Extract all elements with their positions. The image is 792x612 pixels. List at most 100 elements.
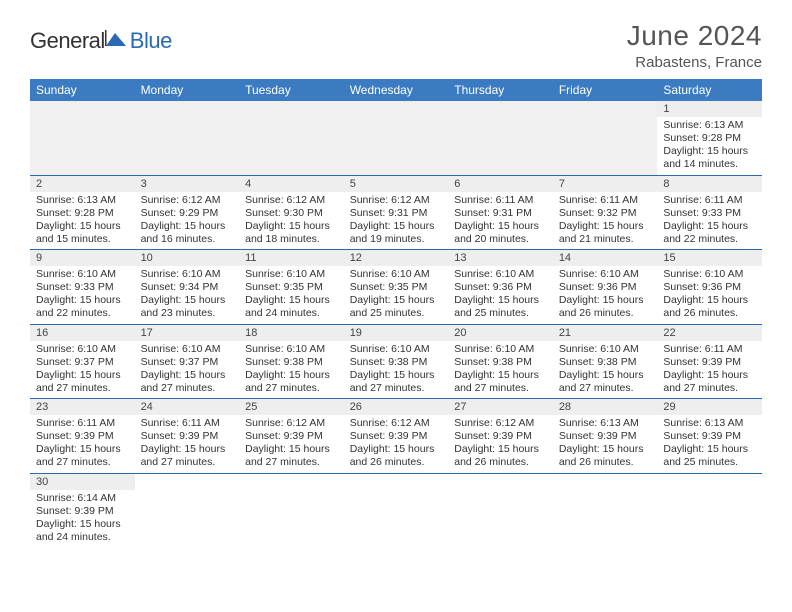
daylight-line: Daylight: 15 hours and 15 minutes.: [36, 220, 129, 246]
daylight-line: Daylight: 15 hours and 27 minutes.: [36, 369, 129, 395]
calendar-cell: [553, 473, 658, 547]
calendar-cell: 30Sunrise: 6:14 AMSunset: 9:39 PMDayligh…: [30, 473, 135, 547]
calendar-cell: 25Sunrise: 6:12 AMSunset: 9:39 PMDayligh…: [239, 399, 344, 474]
calendar-cell: 10Sunrise: 6:10 AMSunset: 9:34 PMDayligh…: [135, 250, 240, 325]
calendar-cell: 11Sunrise: 6:10 AMSunset: 9:35 PMDayligh…: [239, 250, 344, 325]
sunrise-line: Sunrise: 6:11 AM: [36, 417, 129, 430]
calendar-cell: [448, 101, 553, 175]
col-sunday: Sunday: [30, 79, 135, 101]
day-number: 21: [553, 325, 658, 341]
sunrise-line: Sunrise: 6:10 AM: [36, 343, 129, 356]
daylight-line: Daylight: 15 hours and 26 minutes.: [559, 443, 652, 469]
day-number: 5: [344, 176, 449, 192]
calendar-cell: 24Sunrise: 6:11 AMSunset: 9:39 PMDayligh…: [135, 399, 240, 474]
sunset-line: Sunset: 9:39 PM: [36, 430, 129, 443]
sunset-line: Sunset: 9:39 PM: [663, 430, 756, 443]
daylight-line: Daylight: 15 hours and 26 minutes.: [454, 443, 547, 469]
location: Rabastens, France: [627, 54, 762, 71]
calendar-cell: [239, 473, 344, 547]
sunrise-line: Sunrise: 6:12 AM: [350, 417, 443, 430]
sunset-line: Sunset: 9:31 PM: [454, 207, 547, 220]
sunrise-line: Sunrise: 6:10 AM: [663, 268, 756, 281]
calendar-cell: [553, 101, 658, 175]
sunset-line: Sunset: 9:29 PM: [141, 207, 234, 220]
daylight-line: Daylight: 15 hours and 25 minutes.: [454, 294, 547, 320]
calendar-cell: 23Sunrise: 6:11 AMSunset: 9:39 PMDayligh…: [30, 399, 135, 474]
calendar-row: 16Sunrise: 6:10 AMSunset: 9:37 PMDayligh…: [30, 324, 762, 399]
day-number: 13: [448, 250, 553, 266]
calendar-cell: 8Sunrise: 6:11 AMSunset: 9:33 PMDaylight…: [657, 175, 762, 250]
sunset-line: Sunset: 9:33 PM: [663, 207, 756, 220]
sunset-line: Sunset: 9:39 PM: [36, 505, 129, 518]
sunset-line: Sunset: 9:32 PM: [559, 207, 652, 220]
day-number: 11: [239, 250, 344, 266]
calendar-cell: [135, 473, 240, 547]
calendar-cell: 5Sunrise: 6:12 AMSunset: 9:31 PMDaylight…: [344, 175, 449, 250]
sunrise-line: Sunrise: 6:11 AM: [559, 194, 652, 207]
sunset-line: Sunset: 9:35 PM: [350, 281, 443, 294]
sunrise-line: Sunrise: 6:11 AM: [141, 417, 234, 430]
col-tuesday: Tuesday: [239, 79, 344, 101]
col-friday: Friday: [553, 79, 658, 101]
daylight-line: Daylight: 15 hours and 19 minutes.: [350, 220, 443, 246]
calendar-cell: 7Sunrise: 6:11 AMSunset: 9:32 PMDaylight…: [553, 175, 658, 250]
calendar-cell: 6Sunrise: 6:11 AMSunset: 9:31 PMDaylight…: [448, 175, 553, 250]
daylight-line: Daylight: 15 hours and 27 minutes.: [663, 369, 756, 395]
sunrise-line: Sunrise: 6:14 AM: [36, 492, 129, 505]
day-number: 4: [239, 176, 344, 192]
sunset-line: Sunset: 9:38 PM: [245, 356, 338, 369]
calendar-row: 9Sunrise: 6:10 AMSunset: 9:33 PMDaylight…: [30, 250, 762, 325]
daylight-line: Daylight: 15 hours and 27 minutes.: [36, 443, 129, 469]
sunrise-line: Sunrise: 6:11 AM: [663, 343, 756, 356]
calendar-cell: [344, 473, 449, 547]
daylight-line: Daylight: 15 hours and 25 minutes.: [350, 294, 443, 320]
calendar-cell: 16Sunrise: 6:10 AMSunset: 9:37 PMDayligh…: [30, 324, 135, 399]
weekday-header-row: Sunday Monday Tuesday Wednesday Thursday…: [30, 79, 762, 101]
daylight-line: Daylight: 15 hours and 24 minutes.: [245, 294, 338, 320]
calendar-cell: [344, 101, 449, 175]
calendar-cell: 17Sunrise: 6:10 AMSunset: 9:37 PMDayligh…: [135, 324, 240, 399]
sunset-line: Sunset: 9:39 PM: [454, 430, 547, 443]
daylight-line: Daylight: 15 hours and 26 minutes.: [350, 443, 443, 469]
day-number: 15: [657, 250, 762, 266]
daylight-line: Daylight: 15 hours and 14 minutes.: [663, 145, 756, 171]
daylight-line: Daylight: 15 hours and 27 minutes.: [454, 369, 547, 395]
day-number: 19: [344, 325, 449, 341]
sunrise-line: Sunrise: 6:10 AM: [559, 268, 652, 281]
day-number: 1: [657, 101, 762, 117]
calendar-row: 30Sunrise: 6:14 AMSunset: 9:39 PMDayligh…: [30, 473, 762, 547]
daylight-line: Daylight: 15 hours and 23 minutes.: [141, 294, 234, 320]
logo-text-blue: Blue: [130, 28, 172, 54]
sunset-line: Sunset: 9:28 PM: [663, 132, 756, 145]
calendar-cell: 21Sunrise: 6:10 AMSunset: 9:38 PMDayligh…: [553, 324, 658, 399]
col-saturday: Saturday: [657, 79, 762, 101]
daylight-line: Daylight: 15 hours and 16 minutes.: [141, 220, 234, 246]
sunrise-line: Sunrise: 6:13 AM: [663, 119, 756, 132]
sunset-line: Sunset: 9:39 PM: [245, 430, 338, 443]
daylight-line: Daylight: 15 hours and 22 minutes.: [663, 220, 756, 246]
sunrise-line: Sunrise: 6:10 AM: [141, 268, 234, 281]
sunrise-line: Sunrise: 6:10 AM: [36, 268, 129, 281]
calendar-cell: 14Sunrise: 6:10 AMSunset: 9:36 PMDayligh…: [553, 250, 658, 325]
calendar-cell: 18Sunrise: 6:10 AMSunset: 9:38 PMDayligh…: [239, 324, 344, 399]
day-number: 8: [657, 176, 762, 192]
sunset-line: Sunset: 9:39 PM: [350, 430, 443, 443]
sunrise-line: Sunrise: 6:12 AM: [245, 194, 338, 207]
day-number: 25: [239, 399, 344, 415]
sunset-line: Sunset: 9:35 PM: [245, 281, 338, 294]
col-wednesday: Wednesday: [344, 79, 449, 101]
sunrise-line: Sunrise: 6:13 AM: [663, 417, 756, 430]
sunrise-line: Sunrise: 6:12 AM: [141, 194, 234, 207]
sunrise-line: Sunrise: 6:10 AM: [350, 343, 443, 356]
calendar-cell: 26Sunrise: 6:12 AMSunset: 9:39 PMDayligh…: [344, 399, 449, 474]
sunrise-line: Sunrise: 6:10 AM: [454, 268, 547, 281]
calendar-cell: 12Sunrise: 6:10 AMSunset: 9:35 PMDayligh…: [344, 250, 449, 325]
day-number: 16: [30, 325, 135, 341]
flag-icon: [105, 30, 127, 53]
calendar-cell: 2Sunrise: 6:13 AMSunset: 9:28 PMDaylight…: [30, 175, 135, 250]
sunset-line: Sunset: 9:30 PM: [245, 207, 338, 220]
daylight-line: Daylight: 15 hours and 26 minutes.: [559, 294, 652, 320]
calendar-table: Sunday Monday Tuesday Wednesday Thursday…: [30, 79, 762, 547]
sunrise-line: Sunrise: 6:11 AM: [454, 194, 547, 207]
calendar-cell: 4Sunrise: 6:12 AMSunset: 9:30 PMDaylight…: [239, 175, 344, 250]
